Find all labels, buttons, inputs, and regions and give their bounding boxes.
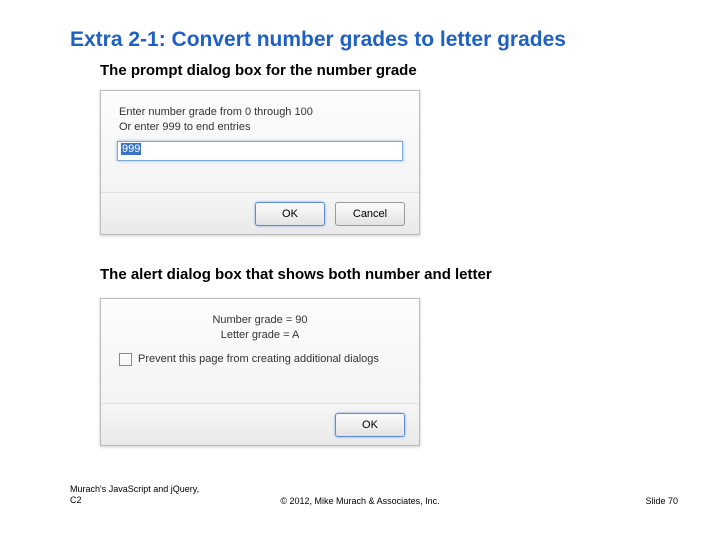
- slide-title: Extra 2-1: Convert number grades to lett…: [70, 28, 566, 52]
- prompt-input[interactable]: 999: [117, 141, 403, 161]
- ok-button[interactable]: OK: [255, 202, 325, 226]
- prompt-line-2: Or enter 999 to end entries: [119, 120, 401, 135]
- cancel-button[interactable]: Cancel: [335, 202, 405, 226]
- alert-dialog: Number grade = 90 Letter grade = A Preve…: [100, 298, 420, 446]
- section-heading-alert: The alert dialog box that shows both num…: [100, 266, 492, 283]
- footer-center: © 2012, Mike Murach & Associates, Inc.: [0, 496, 720, 506]
- alert-ok-button[interactable]: OK: [335, 413, 405, 437]
- alert-button-row: OK: [101, 403, 419, 445]
- footer-right: Slide 70: [645, 496, 678, 506]
- prevent-dialogs-row: Prevent this page from creating addition…: [101, 349, 419, 370]
- prompt-input-wrap: 999: [101, 141, 419, 171]
- prompt-dialog-message: Enter number grade from 0 through 100 Or…: [101, 91, 419, 141]
- prompt-input-value: 999: [121, 143, 141, 155]
- alert-dialog-message: Number grade = 90 Letter grade = A: [101, 299, 419, 349]
- prompt-dialog: Enter number grade from 0 through 100 Or…: [100, 90, 420, 235]
- alert-line-1: Number grade = 90: [119, 313, 401, 328]
- footer-left-line1: Murach's JavaScript and jQuery,: [70, 484, 199, 495]
- alert-line-2: Letter grade = A: [119, 328, 401, 343]
- prompt-button-row: OK Cancel: [101, 192, 419, 234]
- prompt-line-1: Enter number grade from 0 through 100: [119, 105, 401, 120]
- prevent-dialogs-label: Prevent this page from creating addition…: [138, 353, 379, 365]
- section-heading-prompt: The prompt dialog box for the number gra…: [100, 62, 417, 79]
- prevent-dialogs-checkbox[interactable]: [119, 353, 132, 366]
